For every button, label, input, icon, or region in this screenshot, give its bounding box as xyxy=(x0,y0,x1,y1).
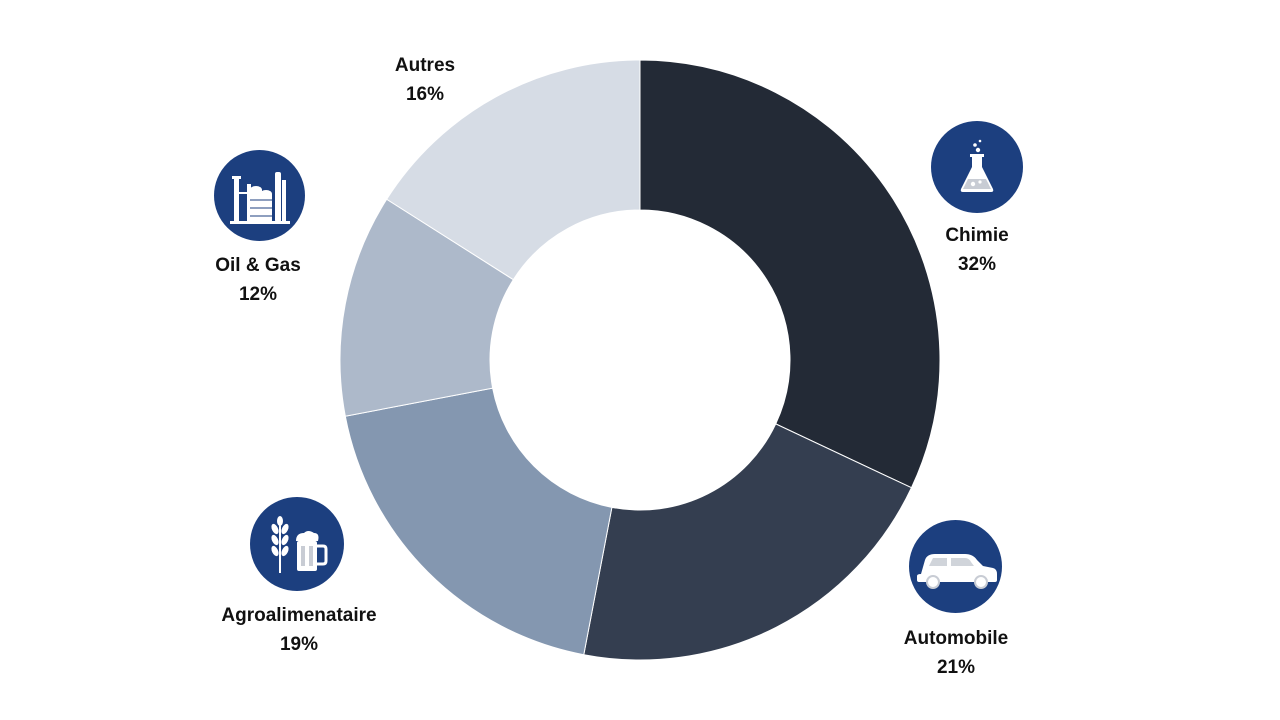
label-autres-value: 16% xyxy=(405,84,445,105)
label-agroalimentaire-category: Agroalimenataire xyxy=(221,605,377,626)
slice-automobile xyxy=(583,423,913,661)
label-oil-gas-value: 12% xyxy=(238,284,278,305)
label-chimie-category: Chimie xyxy=(945,225,1009,246)
slice-autres xyxy=(386,59,641,281)
label-oil-gas-category: Oil & Gas xyxy=(215,255,301,276)
oil-gas-refinery-icon xyxy=(214,150,305,241)
agroalimentaire-wheat-beer-icon xyxy=(250,497,344,591)
slice-chimie xyxy=(639,59,941,489)
label-oil-gas: Oil & Gas 12% xyxy=(215,251,301,309)
slice-agroalimenataire xyxy=(344,387,613,656)
label-automobile-category: Automobile xyxy=(903,628,1009,649)
chimie-flask-icon xyxy=(931,121,1023,213)
label-autres-category: Autres xyxy=(394,55,456,76)
label-automobile: Automobile 21% xyxy=(904,624,1009,682)
label-agroalimentaire-value: 19% xyxy=(279,634,319,655)
label-chimie: Chimie 32% xyxy=(945,221,1008,279)
donut-slices xyxy=(339,59,941,661)
label-autres: Autres 16% xyxy=(395,51,455,109)
label-agroalimentaire: Agroalimenataire 19% xyxy=(221,601,376,659)
label-chimie-value: 32% xyxy=(957,254,997,275)
automobile-car-icon xyxy=(909,520,1002,613)
label-automobile-value: 21% xyxy=(936,657,976,678)
